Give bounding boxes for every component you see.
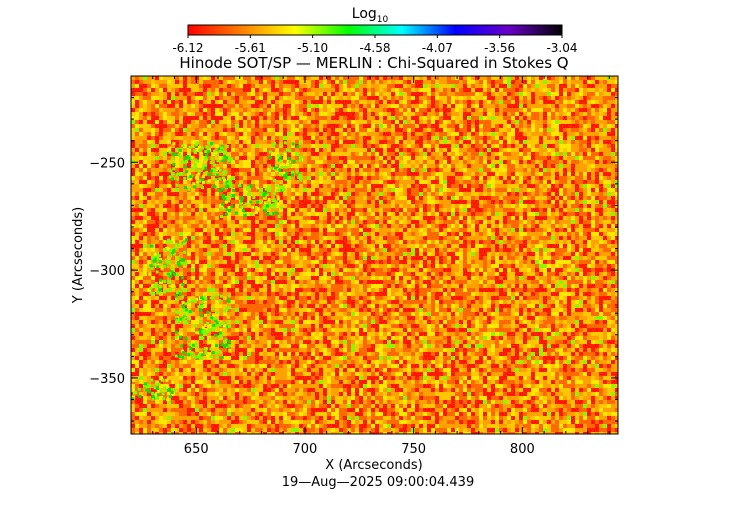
colorbar-gradient bbox=[187, 24, 563, 36]
colorbar-ticks: -6.12 -5.61 -5.10 -4.58 -4.07 -3.56 -3.04 bbox=[172, 35, 578, 55]
plot-area: 650 700 750 800 −250−300−350 bbox=[89, 75, 619, 457]
colorbar-label: Log10 bbox=[352, 6, 389, 25]
colorbar-tick-label: -3.04 bbox=[546, 41, 577, 55]
colorbar-tick-label: -4.58 bbox=[359, 41, 390, 55]
colorbar-label-main: Log bbox=[352, 6, 377, 22]
colorbar-tick-label: -5.10 bbox=[297, 41, 328, 55]
colorbar-tick-label: -6.12 bbox=[172, 41, 203, 55]
colorbar-tick-label: -4.07 bbox=[422, 41, 453, 55]
colorbar-label-sub: 10 bbox=[377, 15, 389, 25]
colorbar-tick-label: -3.56 bbox=[484, 41, 515, 55]
colorbar: Log10 -6.12 -5.61 -5.10 -4.58 -4.07 -3.56 -3.0… bbox=[172, 6, 577, 55]
colorbar-tick-label: -5.61 bbox=[235, 41, 266, 55]
chart-title: Hinode SOT/SP — MERLIN : Chi-Squared in … bbox=[179, 54, 568, 72]
